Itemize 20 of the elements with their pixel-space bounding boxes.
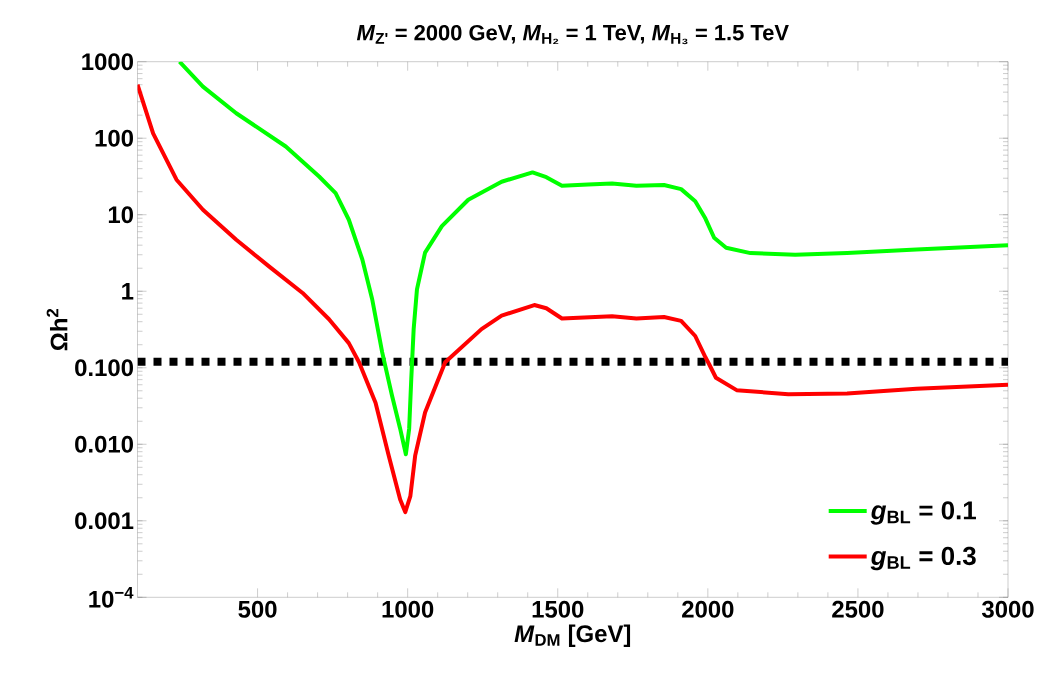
x-tick-label: 2500 bbox=[832, 600, 884, 618]
chart-title: M$_{Z'}$ = 2000 GeV, M$_{H₂}$ = 1 TeV, M$_{H₃}$ = 1.5 TeV bbox=[356, 24, 789, 45]
legend-label: g$_{BL}$ = 0.3 bbox=[870, 546, 976, 571]
y-tick-label: 100 bbox=[95, 129, 133, 147]
y-tick-label: 10$^{−4}$ bbox=[89, 586, 134, 608]
line-series bbox=[177, 61, 1009, 457]
y-tick-label: 0.001 bbox=[75, 512, 134, 530]
x-tick-label: 3000 bbox=[981, 600, 1034, 618]
x-tick-label: 2000 bbox=[682, 600, 734, 618]
y-tick-label: 0.010 bbox=[75, 435, 133, 453]
legend-label: g$_{BL}$ = 0.1 bbox=[870, 501, 976, 525]
x-tick-label: 1000 bbox=[382, 600, 434, 618]
y-axis-title: Ωh$^{2}$ bbox=[46, 308, 68, 351]
x-axis-title: M$_{DM}$ [GeV] bbox=[514, 624, 631, 647]
x-tick-label: 1500 bbox=[532, 600, 584, 618]
x-tick-label: 500 bbox=[238, 600, 277, 618]
y-tick-label: 1000 bbox=[82, 53, 133, 71]
y-tick-label: 1 bbox=[122, 283, 134, 300]
y-tick-label: 0.100 bbox=[75, 359, 133, 377]
y-tick-label: 10 bbox=[108, 206, 133, 224]
